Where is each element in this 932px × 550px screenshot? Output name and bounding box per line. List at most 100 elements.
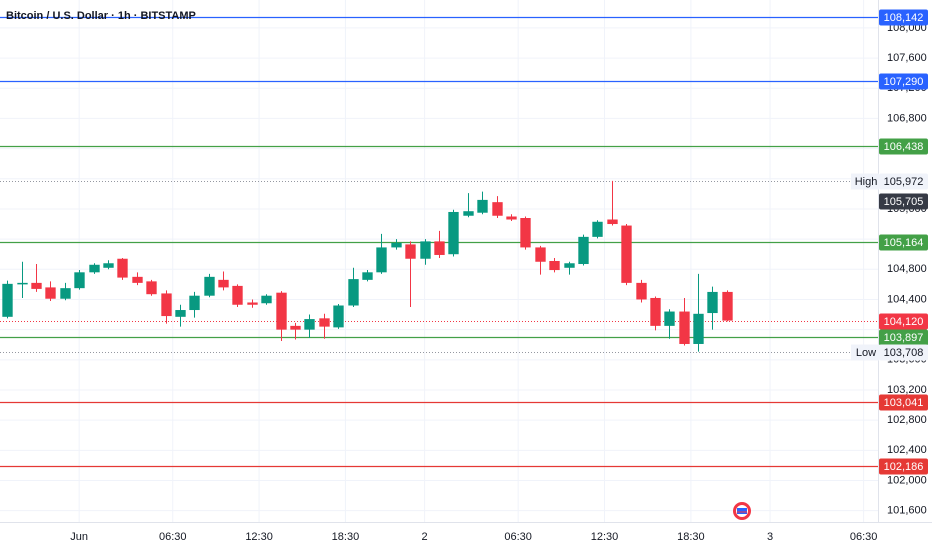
price-label-box <box>879 234 928 251</box>
candle-body <box>592 221 603 237</box>
candles <box>2 180 733 352</box>
extreme-name: Low <box>856 347 876 359</box>
candle-body <box>578 236 589 265</box>
price-label-box <box>879 313 928 330</box>
price-label-box <box>879 9 928 26</box>
grid <box>0 0 878 522</box>
x-tick-label: 18:30 <box>332 531 360 543</box>
candle-body <box>232 285 243 305</box>
y-tick-label: 104,800 <box>887 263 927 275</box>
price-label-box <box>879 394 928 411</box>
x-tick-label: 06:30 <box>159 531 187 543</box>
price-label: 102,186 <box>884 461 924 473</box>
candle-body <box>707 291 718 314</box>
candle-body <box>276 292 287 330</box>
candle-body <box>348 279 359 306</box>
price-label-box <box>879 344 928 361</box>
candle-body <box>650 297 661 326</box>
y-tick-label: 102,400 <box>887 444 927 456</box>
extreme-name-box <box>851 344 879 361</box>
candle-body <box>391 242 402 248</box>
y-tick-label: 103,200 <box>887 384 927 396</box>
candle-body <box>189 295 200 311</box>
y-tick-label: 102,000 <box>887 474 927 486</box>
candle-body <box>679 311 690 344</box>
x-tick-label: Jun <box>70 531 88 543</box>
candle-body <box>420 241 431 259</box>
price-labels: 108,142 107,290 106,438 105,164 103,897 103,0… <box>851 9 928 475</box>
candle-body <box>45 287 56 299</box>
y-tick-label: 104,400 <box>887 293 927 305</box>
price-label-box <box>879 138 928 155</box>
price-label: 103,897 <box>884 332 924 344</box>
candle-body <box>247 302 258 305</box>
y-tick-label: 101,600 <box>887 505 927 517</box>
candle-body <box>492 202 503 216</box>
price-label: 103,708 <box>884 347 924 359</box>
price-label: 108,142 <box>884 12 924 24</box>
price-label-box <box>879 193 928 210</box>
x-tick-label: 06:30 <box>504 531 532 543</box>
price-label-box <box>879 173 928 190</box>
candle-body <box>175 310 186 317</box>
price-label: 106,438 <box>884 141 924 153</box>
x-tick-label: 06:30 <box>850 531 878 543</box>
price-label-box <box>879 73 928 90</box>
price-label: 104,120 <box>884 316 924 328</box>
candle-body <box>74 272 85 289</box>
x-tick-label: 12:30 <box>245 531 273 543</box>
candle-body <box>290 325 301 330</box>
candle-body <box>477 199 488 213</box>
candle-body <box>549 261 560 271</box>
x-tick-label: 12:30 <box>591 531 619 543</box>
candle-body <box>722 291 733 321</box>
candle-body <box>89 264 100 273</box>
candle-body <box>535 247 546 262</box>
y-tick-label: 107,600 <box>887 52 927 64</box>
price-label-box <box>879 329 928 346</box>
candle-body <box>117 258 128 278</box>
candle-body <box>261 295 272 304</box>
extreme-name: High <box>855 176 878 188</box>
x-tick-label: 2 <box>422 531 428 543</box>
price-label: 107,290 <box>884 76 924 88</box>
candle-body <box>132 276 143 283</box>
y-tick-label: 102,800 <box>887 414 927 426</box>
candle-body <box>204 276 215 296</box>
candle-body <box>463 211 474 216</box>
candle-body <box>333 305 344 328</box>
candle-body <box>693 313 704 344</box>
candle-body <box>405 244 416 259</box>
candle-body <box>434 241 445 255</box>
chart-title: Bitcoin / U.S. Dollar · 1h · BITSTAMP <box>6 10 196 22</box>
candle-body <box>319 318 330 327</box>
price-label: 103,041 <box>884 397 924 409</box>
candle-body <box>636 282 647 300</box>
extreme-name-box <box>851 173 879 190</box>
candle-body <box>103 263 114 268</box>
candle-body <box>60 288 71 299</box>
price-label: 105,972 <box>884 176 924 188</box>
y-tick-label: 106,800 <box>887 112 927 124</box>
candle-body <box>376 247 387 273</box>
candle-body <box>564 263 575 268</box>
price-label: 105,164 <box>884 237 924 249</box>
candle-body <box>448 211 459 255</box>
candle-body <box>506 216 517 220</box>
candle-body <box>664 311 675 326</box>
candle-body <box>607 219 618 225</box>
candle-body <box>520 218 531 248</box>
candle-body <box>146 281 157 295</box>
candle-body <box>161 293 172 317</box>
logo <box>733 502 751 520</box>
candle-body <box>218 279 229 288</box>
candle-body <box>621 225 632 283</box>
price-label-box <box>879 458 928 475</box>
price-label: 105,705 <box>884 196 924 208</box>
x-tick-label: 3 <box>767 531 773 543</box>
candle-body <box>2 283 13 317</box>
candle-body <box>304 319 315 330</box>
